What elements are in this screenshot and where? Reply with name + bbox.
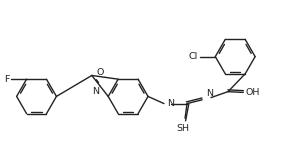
Text: N: N <box>206 89 213 98</box>
Text: OH: OH <box>246 88 260 97</box>
Text: N: N <box>167 100 174 108</box>
Text: O: O <box>96 68 103 77</box>
Text: F: F <box>5 75 10 84</box>
Text: SH: SH <box>177 124 190 133</box>
Text: Cl: Cl <box>188 52 198 61</box>
Text: N: N <box>92 87 99 96</box>
